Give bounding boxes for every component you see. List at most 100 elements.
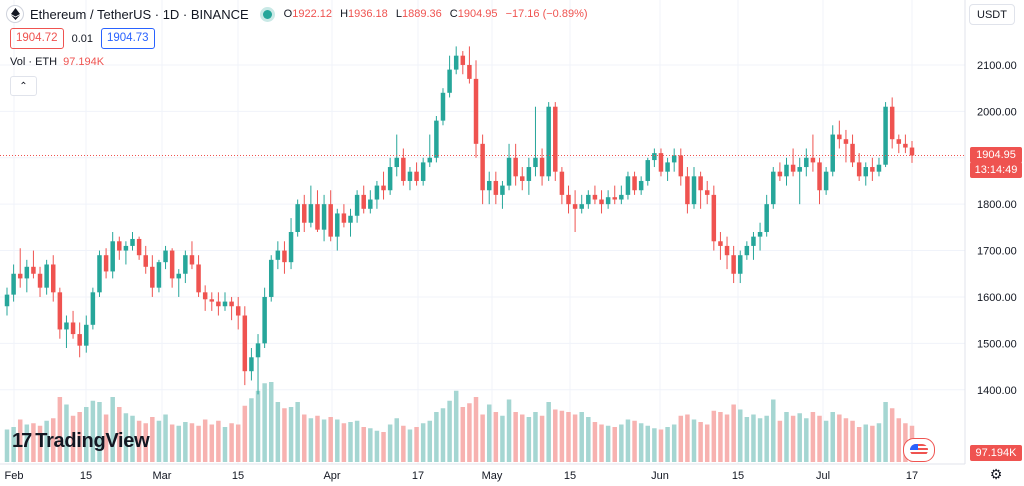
volume-bar [579,412,584,462]
candle-body [586,194,591,205]
volume-bar [123,413,129,462]
candle-body [381,185,386,191]
candle-body [11,273,16,295]
time-tick-label: Jul [816,470,830,482]
buy-price-button[interactable]: 1904.73 [101,28,155,49]
candle-body [665,162,670,172]
countdown-label: 13:14:49 [970,162,1022,179]
volume-bar [704,424,710,462]
volume-bar [176,425,181,462]
volume-bar [169,424,175,462]
volume-bar [348,422,353,462]
volume-bar [387,424,393,462]
candle-body [797,167,802,172]
volume-bar [335,419,340,462]
volume-bar [460,407,466,462]
volume-bar [440,408,446,462]
volume-bar [850,420,855,462]
volume-bar [401,425,406,462]
candle-body [632,176,637,191]
candle-body [387,167,393,191]
candle-body [804,157,809,168]
candle-body [520,176,525,181]
candle-body [440,92,446,121]
gear-icon[interactable]: ⚙ [989,466,1003,482]
volume-bar [414,427,419,462]
gridlines [0,0,965,464]
candle-body [189,255,195,265]
candle-body [183,255,188,274]
price-tick-label: 2100.00 [977,60,1017,72]
volume-bar [70,415,76,462]
volume-bar [896,418,902,462]
candle-body [817,162,822,191]
tradingview-logo[interactable]: 17 TradingView [12,430,150,453]
candle-body [37,273,43,288]
volume-bar [506,399,512,462]
volume-bar [4,429,10,462]
candle-body [57,292,63,330]
candle-body [31,266,36,274]
time-tick-label: 15 [80,470,92,482]
candle-body [685,176,690,205]
candle-body [288,232,294,263]
candle-body [44,264,49,288]
candle-body [302,204,307,223]
volume-bar [189,423,195,462]
candle-body [50,264,56,293]
volume-bar [539,415,545,462]
chart-header: Ethereum / TetherUS · 1D · BINANCE O1922… [6,5,593,23]
symbol-title[interactable]: Ethereum / TetherUS · 1D · BINANCE [30,6,249,22]
candle-body [843,139,849,144]
time-tick-label: 17 [906,470,918,482]
candle-body [434,120,439,158]
volume-bar [196,425,201,462]
currency-button[interactable]: USDT [969,4,1015,25]
volume-bar [559,410,565,462]
candle-body [341,213,347,223]
candle-body [546,106,551,177]
price-tick-label: 2000.00 [977,106,1017,118]
volume-bar [328,417,333,462]
volume-bar [671,424,677,462]
candle-body [453,55,459,70]
volume-bar [771,399,776,462]
candle-body [599,199,604,205]
time-tick-label: Feb [5,470,24,482]
candle-body [784,164,789,177]
candle-body [328,204,333,237]
volume-bar [407,429,413,462]
candle-body [493,180,499,195]
price-tick-label: 1700.00 [977,246,1017,258]
sell-price-button[interactable]: 1904.72 [10,28,64,49]
candle-body [671,155,677,163]
volume-bar [493,412,499,462]
volume-bar [731,404,736,462]
candle-body [652,153,657,161]
us-flag-icon[interactable] [903,438,935,462]
candle-body [368,199,373,209]
volume-bar [678,415,684,462]
volume-bar [467,403,472,462]
volume-bar [870,425,875,462]
volume-bar [619,424,624,462]
candle-body [711,194,717,242]
collapse-legend-button[interactable]: ⌃ [10,76,37,96]
candle-body [169,250,175,279]
time-tick-label: 17 [412,470,424,482]
candle-body [97,255,102,293]
candle-body [771,171,776,205]
open-value: 1922.12 [292,8,332,20]
candle-body [275,250,281,260]
volume-bar [90,400,96,462]
time-tick-label: 15 [732,470,744,482]
volume-bar [876,423,882,462]
candle-body [553,106,558,172]
volume-bar [810,412,816,462]
candle-body [678,155,684,177]
volume-bar [143,423,148,462]
volume-bar [744,417,750,462]
volume-bar [889,408,895,462]
volume-bar [711,410,717,462]
